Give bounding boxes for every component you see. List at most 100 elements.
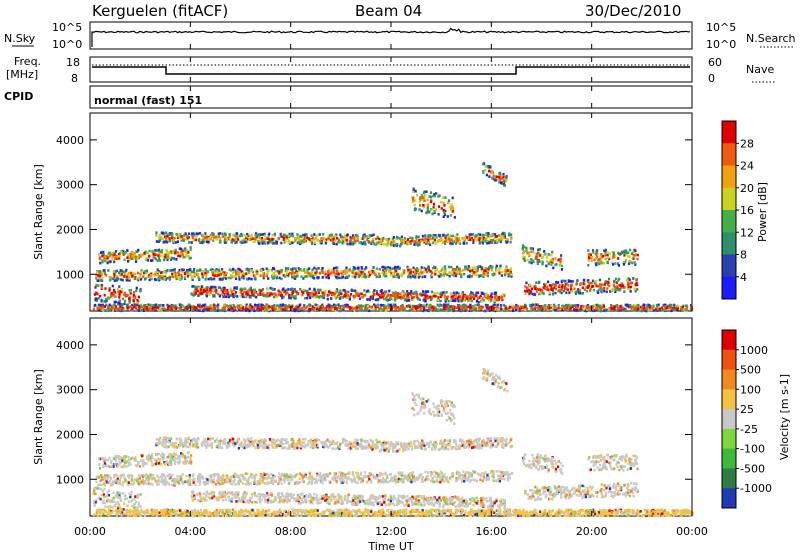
power-cell	[127, 304, 129, 307]
velocity-cell	[187, 456, 189, 459]
power-cell	[471, 275, 473, 278]
velocity-cell	[174, 460, 176, 463]
power-cell	[364, 242, 366, 245]
power-cell	[682, 306, 684, 309]
power-cell	[539, 254, 541, 257]
power-cell	[399, 267, 401, 270]
power-cell	[166, 304, 168, 307]
power-cell	[418, 208, 420, 211]
power-cell	[437, 195, 439, 198]
power-cell	[460, 309, 462, 312]
power-cell	[322, 276, 324, 279]
power-cell	[235, 272, 237, 275]
power-cell	[541, 263, 543, 266]
power-colorbar-swatch	[722, 166, 736, 189]
power-cell	[325, 242, 327, 245]
power-cell	[263, 275, 265, 278]
power-cell	[447, 296, 449, 299]
power-cell	[319, 233, 321, 236]
power-cell	[205, 278, 207, 281]
velocity-cell	[146, 455, 148, 458]
power-cell	[452, 310, 454, 313]
power-cell	[194, 274, 196, 277]
power-cell	[426, 271, 428, 274]
power-cell	[527, 259, 529, 262]
power-cell	[317, 239, 319, 242]
power-cell	[467, 306, 469, 309]
power-cell	[567, 284, 569, 287]
power-cell	[567, 309, 569, 312]
power-cell	[401, 236, 403, 239]
power-cell	[613, 252, 615, 255]
power-cell	[133, 294, 135, 297]
power-cell	[284, 275, 286, 278]
power-cell	[466, 242, 468, 245]
power-cell	[95, 292, 97, 295]
power-cell	[491, 269, 493, 272]
power-cell	[311, 242, 313, 245]
power-cell	[681, 308, 683, 311]
power-cell	[500, 238, 502, 241]
power-cell	[477, 268, 479, 271]
power-cell	[295, 237, 297, 240]
power-cell	[338, 273, 340, 276]
velocity-cell	[148, 454, 150, 457]
power-cell	[237, 270, 239, 273]
power-cell	[190, 248, 192, 251]
power-cell	[546, 260, 548, 263]
power-cell	[155, 304, 157, 307]
power-cell	[424, 199, 426, 202]
velocity-cell	[122, 466, 124, 469]
power-cell	[475, 274, 477, 277]
power-cell	[673, 304, 675, 307]
power-cell	[282, 288, 284, 291]
power-cell	[450, 235, 452, 238]
power-colorbar-tick-label: 28	[740, 137, 754, 150]
power-cell	[168, 309, 170, 312]
power-cell	[435, 192, 437, 195]
power-cell	[427, 203, 429, 206]
power-cell	[486, 309, 488, 312]
power-cell	[454, 216, 456, 219]
noise-tick-left-top: 10^5	[52, 21, 82, 34]
power-cell	[572, 305, 574, 308]
velocity-cell	[167, 456, 169, 459]
power-cell	[401, 273, 403, 276]
power-cell	[543, 250, 545, 253]
power-cell	[284, 290, 286, 293]
power-cell	[444, 240, 446, 243]
power-cell	[306, 233, 308, 236]
power-cell	[387, 268, 389, 271]
power-cell	[109, 288, 111, 291]
power-cell	[575, 283, 577, 286]
power-cell	[153, 256, 155, 259]
power-cell	[316, 295, 318, 298]
power-cell	[118, 285, 120, 288]
power-cell	[484, 165, 486, 168]
power-cell	[115, 305, 117, 308]
power-cell	[111, 305, 113, 308]
power-cell	[95, 298, 97, 301]
power-cell	[634, 261, 636, 264]
power-cell	[399, 293, 401, 296]
power-cell	[491, 266, 493, 269]
velocity-cell	[154, 458, 156, 461]
power-cell	[355, 293, 357, 296]
power-cell	[167, 277, 169, 280]
power-cell	[353, 267, 355, 270]
power-cell	[221, 268, 223, 271]
power-cell	[137, 272, 139, 275]
power-cell	[384, 267, 386, 270]
power-cell	[233, 287, 235, 290]
power-cell	[200, 241, 202, 244]
power-cell	[204, 272, 206, 275]
power-cell	[500, 307, 502, 310]
power-cell	[113, 261, 115, 264]
power-cell	[646, 308, 648, 311]
power-cell	[355, 272, 357, 275]
power-cell	[434, 239, 436, 242]
power-cell	[492, 239, 494, 242]
power-cell	[630, 290, 632, 293]
velocity-cell	[175, 442, 177, 445]
power-cell	[437, 292, 439, 295]
